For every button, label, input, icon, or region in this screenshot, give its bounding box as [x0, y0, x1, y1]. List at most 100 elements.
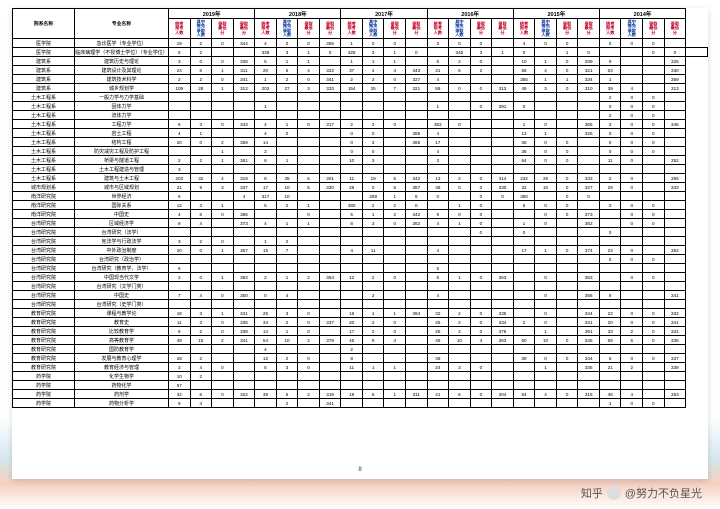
- cell-value: 0: [470, 273, 492, 282]
- cell-value: [276, 111, 298, 120]
- cell-value: 365: [406, 138, 428, 147]
- cell-dept: 药学院: [13, 390, 75, 399]
- cell-value: 1: [362, 309, 384, 318]
- cell-value: 3: [427, 39, 449, 48]
- cell-value: 25: [427, 327, 449, 336]
- cell-value: [233, 228, 255, 237]
- cell-value: [513, 273, 535, 282]
- cell-value: [233, 255, 255, 264]
- cell-value: 4: [427, 147, 449, 156]
- cell-value: [190, 300, 212, 309]
- cell-value: [341, 282, 363, 291]
- cell-value: [233, 201, 255, 210]
- cell-value: [341, 255, 363, 264]
- cell-value: 1: [599, 75, 621, 84]
- cell-value: 0: [212, 363, 234, 372]
- header-dept: 院系名称: [13, 9, 75, 39]
- cell-value: [406, 147, 428, 156]
- cell-value: [470, 120, 492, 129]
- cell-value: 3: [169, 57, 191, 66]
- cell-value: [492, 138, 514, 147]
- cell-value: [470, 93, 492, 102]
- cell-value: [599, 273, 621, 282]
- cell-value: [535, 192, 557, 201]
- cell-value: [535, 165, 557, 174]
- cell-dept: 土木工程系: [13, 147, 75, 156]
- cell-value: 319: [233, 174, 255, 183]
- subheader: 录取最低分: [298, 19, 320, 39]
- cell-value: 2: [341, 75, 363, 84]
- cell-value: [169, 102, 191, 111]
- cell-value: [319, 354, 341, 363]
- cell-value: [384, 129, 406, 138]
- cell-value: 10: [169, 372, 191, 381]
- cell-value: [621, 300, 643, 309]
- cell-major: 高等教育学: [75, 336, 169, 345]
- cell-value: [212, 345, 234, 354]
- cell-value: [362, 111, 384, 120]
- cell-value: 2: [212, 336, 234, 345]
- cell-value: [643, 381, 665, 390]
- cell-value: 0: [621, 318, 643, 327]
- cell-value: [427, 111, 449, 120]
- cell-value: [492, 246, 514, 255]
- cell-value: 0: [643, 255, 665, 264]
- cell-value: 313: [664, 84, 686, 93]
- cell-value: [664, 192, 686, 201]
- cell-value: [255, 399, 277, 408]
- cell-value: 2: [276, 318, 298, 327]
- cell-value: [599, 219, 621, 228]
- cell-value: 326: [578, 129, 600, 138]
- subheader: 统考报考人数: [599, 19, 621, 39]
- subheader: 录取最低分: [578, 19, 600, 39]
- cell-value: 341: [233, 75, 255, 84]
- cell-value: [384, 264, 406, 273]
- cell-value: 2: [362, 273, 384, 282]
- cell-value: 2: [621, 327, 643, 336]
- cell-dept: 台湾研究院: [13, 246, 75, 255]
- cell-value: [276, 345, 298, 354]
- cell-value: 1: [341, 39, 363, 48]
- cell-major: 固体力学: [75, 102, 169, 111]
- cell-value: 3: [599, 201, 621, 210]
- cell-value: [341, 300, 363, 309]
- cell-value: 6: [169, 120, 191, 129]
- table-row: 土木工程系结构工程20023591403365173600000: [13, 138, 708, 147]
- cell-value: [384, 228, 406, 237]
- cell-value: 1: [384, 390, 406, 399]
- cell-value: 4: [384, 66, 406, 75]
- cell-value: [599, 345, 621, 354]
- cell-value: [449, 255, 471, 264]
- cell-value: [599, 192, 621, 201]
- cell-major: 岩土工程: [75, 129, 169, 138]
- table-row: 教育研究院教育经济与管理340530111124301335212339: [13, 363, 708, 372]
- cell-value: [233, 300, 255, 309]
- cell-major: 宪法学与行政法学: [75, 237, 169, 246]
- cell-value: [276, 372, 298, 381]
- cell-value: 11: [362, 246, 384, 255]
- cell-value: 0: [621, 156, 643, 165]
- cell-value: [233, 102, 255, 111]
- cell-value: 343: [406, 66, 428, 75]
- cell-value: 0: [470, 102, 492, 111]
- cell-value: 0: [621, 120, 643, 129]
- cell-dept: 教育研究院: [13, 363, 75, 372]
- cell-value: [578, 201, 600, 210]
- cell-value: [169, 345, 191, 354]
- cell-value: [578, 102, 600, 111]
- cell-dept: 土木工程系: [13, 138, 75, 147]
- cell-value: 4: [233, 192, 255, 201]
- cell-value: 350: [233, 291, 255, 300]
- cell-value: [319, 129, 341, 138]
- cell-dept: 台湾研究院: [13, 219, 75, 228]
- cell-value: [362, 354, 384, 363]
- cell-value: 1: [276, 273, 298, 282]
- cell-value: 29: [341, 183, 363, 192]
- cell-value: [212, 282, 234, 291]
- cell-value: [513, 399, 535, 408]
- cell-value: 321: [578, 66, 600, 75]
- cell-value: [578, 111, 600, 120]
- cell-value: [578, 39, 600, 48]
- cell-value: [406, 372, 428, 381]
- cell-value: [535, 300, 557, 309]
